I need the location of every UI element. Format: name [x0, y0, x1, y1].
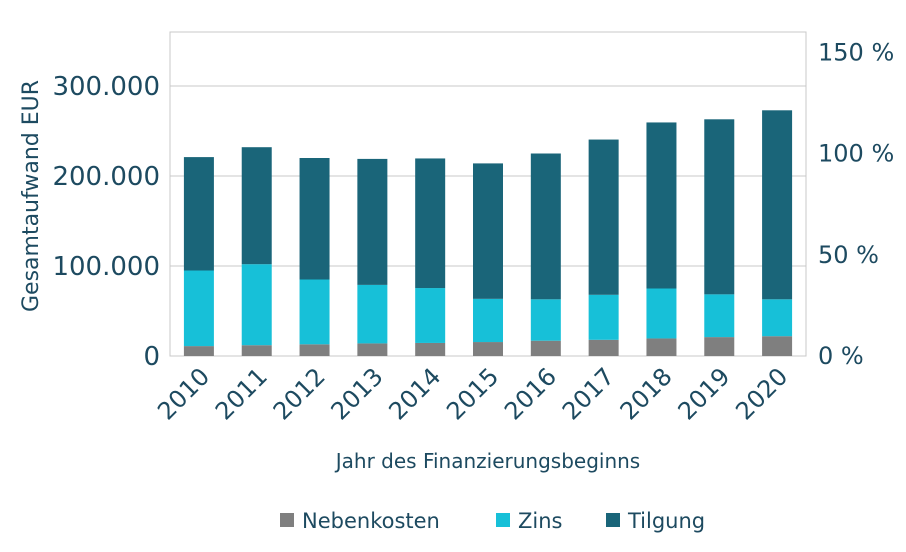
y-tick-label: 100.000: [52, 252, 160, 282]
y-tick-label: 0: [143, 342, 160, 372]
bar-zins-2018: [646, 288, 677, 339]
bar-tilgung-2017: [588, 139, 619, 295]
y2-tick-label: 50 %: [818, 241, 879, 269]
x-tick-label: 2014: [383, 362, 446, 425]
bar-zins-2014: [415, 288, 446, 343]
bar-tilgung-2012: [299, 158, 330, 280]
bar-tilgung-2014: [415, 158, 446, 289]
bar-nebenkosten-2013: [357, 343, 388, 356]
bar-zins-2019: [704, 294, 735, 338]
y2-axis-ticks: 0 % 50 % 100 % 150 %: [818, 38, 894, 370]
bar-nebenkosten-2012: [299, 344, 330, 356]
bar-nebenkosten-2019: [704, 337, 735, 356]
legend-label-nebenkosten: Nebenkosten: [302, 509, 440, 533]
y-tick-label: 300.000: [52, 72, 160, 102]
x-tick-label: 2012: [268, 362, 331, 425]
bar-nebenkosten-2018: [646, 338, 677, 356]
bar-zins-2010: [183, 270, 214, 347]
bar-zins-2013: [357, 284, 388, 344]
bar-nebenkosten-2020: [762, 336, 793, 356]
bar-tilgung-2013: [357, 158, 388, 285]
x-axis-label: Jahr des Finanzierungsbeginns: [334, 449, 640, 473]
bar-zins-2015: [473, 298, 503, 343]
y-axis-ticks: 0 100.000 200.000 300.000: [52, 72, 160, 372]
bar-tilgung-2011: [241, 147, 272, 265]
bar-nebenkosten-2017: [588, 339, 619, 356]
legend-swatch-tilgung: [606, 513, 620, 527]
bar-nebenkosten-2015: [473, 342, 503, 356]
bar-zins-2011: [241, 264, 272, 346]
x-axis-ticks: 2010201120122013201420152016201720182019…: [152, 362, 793, 425]
bar-zins-2016: [530, 299, 561, 341]
y-tick-label: 200.000: [52, 162, 160, 192]
bar-tilgung-2020: [762, 110, 793, 300]
bar-nebenkosten-2010: [183, 346, 214, 356]
bar-nebenkosten-2016: [530, 340, 561, 356]
bar-tilgung-2015: [473, 163, 503, 299]
bar-tilgung-2016: [530, 153, 561, 300]
legend: Nebenkosten Zins Tilgung: [280, 509, 705, 533]
legend-label-zins: Zins: [518, 509, 562, 533]
x-tick-label: 2011: [210, 362, 273, 425]
y-axis-label: Gesamtaufwand EUR: [19, 80, 44, 312]
bar-zins-2012: [299, 279, 330, 345]
bar-tilgung-2010: [183, 157, 214, 271]
x-tick-label: 2010: [152, 362, 215, 425]
x-tick-label: 2018: [615, 362, 678, 425]
bar-nebenkosten-2014: [415, 342, 446, 356]
legend-swatch-zins: [496, 513, 510, 527]
y2-tick-label: 100 %: [818, 140, 894, 168]
bars: [183, 110, 793, 356]
y2-tick-label: 0 %: [818, 342, 864, 370]
x-tick-label: 2013: [326, 362, 389, 425]
bar-nebenkosten-2011: [241, 345, 272, 356]
bar-zins-2020: [762, 299, 793, 337]
y2-tick-label: 150 %: [818, 38, 894, 66]
legend-label-tilgung: Tilgung: [627, 509, 705, 533]
x-tick-label: 2016: [499, 362, 562, 425]
legend-swatch-nebenkosten: [280, 513, 294, 527]
bar-tilgung-2019: [704, 119, 735, 295]
x-tick-label: 2020: [730, 362, 793, 425]
bar-zins-2017: [588, 294, 619, 340]
x-tick-label: 2017: [557, 362, 620, 425]
bar-tilgung-2018: [646, 122, 677, 289]
x-tick-label: 2019: [673, 362, 736, 425]
x-tick-label: 2015: [441, 362, 504, 425]
